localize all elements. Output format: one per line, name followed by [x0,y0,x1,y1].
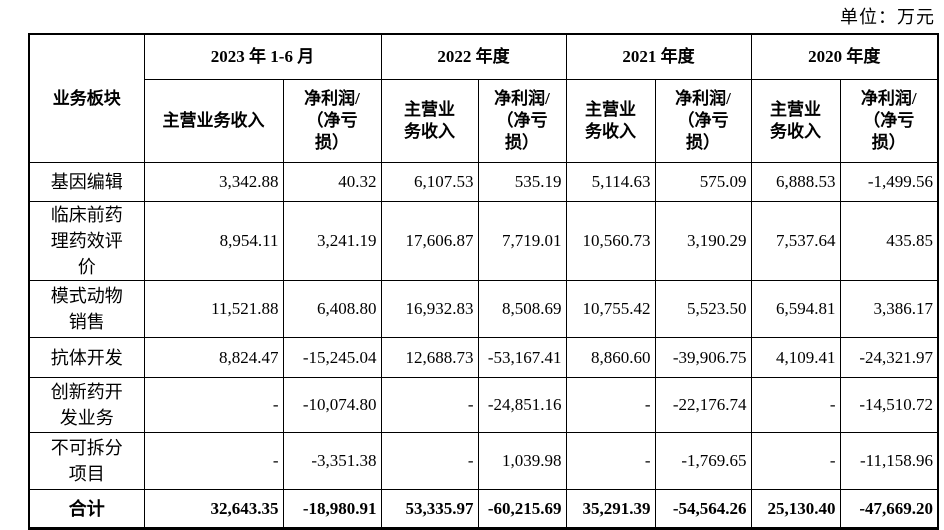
cell: 8,824.47 [143,337,284,378]
subheader-revenue-label: 主营业务收入 [770,100,822,141]
cell: 6,408.80 [282,280,382,338]
cell: - [565,432,656,490]
cell: 10,560.73 [565,201,656,281]
unit-label: 单位：万元 [840,7,935,27]
table-row-innovative-drug-development: 创新药开发业务 - -10,074.80 - -24,851.16 - -22,… [28,377,939,433]
cell: 535.19 [477,162,567,202]
subheader-revenue-2021: 主营业务收入 [565,79,656,163]
subheader-revenue-label: 主营业务收入 [404,100,456,141]
cell: 6,594.81 [750,280,841,338]
subheader-row: 主营业务收入 净利润/（净亏损） 主营业务收入 净利润/（净亏损） 主营业务收入… [29,79,939,163]
subheader-profit-label: 净利润/（净亏损） [675,89,731,152]
total-cell: -47,669.20 [839,489,939,529]
cell: 17,606.87 [380,201,479,281]
total-cell: 25,130.40 [750,489,841,529]
row-label: 抗体开发 [28,337,145,378]
cell: 435.85 [839,201,939,281]
cell: -14,510.72 [839,377,939,433]
cell: 5,523.50 [654,280,752,338]
cell: 3,190.29 [654,201,752,281]
cell: -53,167.41 [477,337,567,378]
cell: 8,860.60 [565,337,656,378]
cell: -1,769.65 [654,432,752,490]
cell: - [143,432,284,490]
subheader-profit-label: 净利润/（净亏损） [304,89,360,152]
total-cell: 53,335.97 [380,489,479,529]
year-header-2022: 2022 年度 [380,33,567,80]
cell: 10,755.42 [565,280,656,338]
cell: 575.09 [654,162,752,202]
cell: - [750,432,841,490]
table-row-gene-editing: 基因编辑 3,342.88 40.32 6,107.53 535.19 5,11… [28,162,939,202]
total-cell: -60,215.69 [477,489,567,529]
cell: 11,521.88 [143,280,284,338]
total-cell: 35,291.39 [565,489,656,529]
cell: 4,109.41 [750,337,841,378]
cell: - [380,432,479,490]
cell: -1,499.56 [839,162,939,202]
table-row-preclinical-pharmacology: 临床前药理药效评价 8,954.11 3,241.19 17,606.87 7,… [28,201,939,281]
row-label: 模式动物销售 [28,280,145,338]
cell: -3,351.38 [282,432,382,490]
cell: 40.32 [282,162,382,202]
subheader-profit-2021: 净利润/（净亏损） [654,79,752,163]
subheader-profit-2022: 净利润/（净亏损） [477,79,567,163]
cell: 8,954.11 [143,201,284,281]
total-cell: 32,643.35 [143,489,284,529]
year-header-row: 业务板块 2023 年 1-6 月 2022 年度 2021 年度 2020 年… [28,33,939,163]
year-header-2021: 2021 年度 [565,33,752,80]
table-row-model-animal-sales: 模式动物销售 11,521.88 6,408.80 16,932.83 8,50… [28,280,939,338]
subheader-revenue-label: 主营业务收入 [162,111,265,130]
cell: 3,342.88 [143,162,284,202]
cell: 3,241.19 [282,201,382,281]
subheader-profit-2020: 净利润/（净亏损） [839,79,939,163]
total-cell: -54,564.26 [654,489,752,529]
subheader-revenue-2023: 主营业务收入 [143,79,284,163]
corner-header-business-segment: 业务板块 [28,33,145,163]
cell: 5,114.63 [565,162,656,202]
cell: -39,906.75 [654,337,752,378]
row-label: 不可拆分项目 [28,432,145,490]
cell: 1,039.98 [477,432,567,490]
row-label: 基因编辑 [28,162,145,202]
cell: -15,245.04 [282,337,382,378]
cell: 6,888.53 [750,162,841,202]
subheader-profit-label: 净利润/（净亏损） [860,89,917,152]
total-cell: -18,980.91 [282,489,382,529]
total-label: 合计 [28,489,145,529]
subheader-revenue-2020: 主营业务收入 [750,79,841,163]
cell: 3,386.17 [839,280,939,338]
table-row-total: 合计 32,643.35 -18,980.91 53,335.97 -60,21… [28,489,939,529]
table-row-antibody-development: 抗体开发 8,824.47 -15,245.04 12,688.73 -53,1… [28,337,939,378]
cell: - [143,377,284,433]
row-label: 创新药开发业务 [28,377,145,433]
cell: -22,176.74 [654,377,752,433]
cell: - [750,377,841,433]
year-header-2023: 2023 年 1-6 月 [143,33,382,80]
cell: - [380,377,479,433]
cell: 6,107.53 [380,162,479,202]
subheader-profit-label: 净利润/（净亏损） [494,89,550,152]
cell: 7,719.01 [477,201,567,281]
subheader-revenue-label: 主营业务收入 [585,100,637,141]
cell: -10,074.80 [282,377,382,433]
segment-financials-table: 业务板块 2023 年 1-6 月 2022 年度 2021 年度 2020 年… [28,33,940,530]
year-header-2020: 2020 年度 [750,33,939,80]
cell: -24,321.97 [839,337,939,378]
cell: 8,508.69 [477,280,567,338]
cell: -11,158.96 [839,432,939,490]
cell: -24,851.16 [477,377,567,433]
table-row-non-separable-items: 不可拆分项目 - -3,351.38 - 1,039.98 - -1,769.6… [28,432,939,490]
subheader-profit-2023: 净利润/（净亏损） [282,79,382,163]
subheader-revenue-2022: 主营业务收入 [380,79,479,163]
cell: 16,932.83 [380,280,479,338]
cell: 12,688.73 [380,337,479,378]
row-label: 临床前药理药效评价 [28,201,145,281]
cell: - [565,377,656,433]
cell: 7,537.64 [750,201,841,281]
